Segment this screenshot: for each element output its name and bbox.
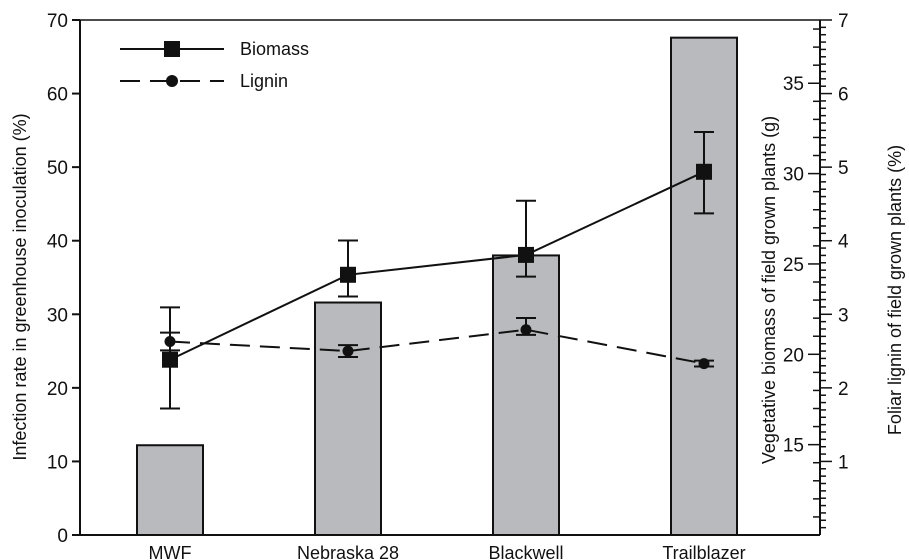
bar-nebraska-28 <box>314 301 382 536</box>
series-line-lignin <box>169 328 705 365</box>
left-axis-tick-label: 50 <box>47 158 68 179</box>
left-axis-tick-label: 10 <box>47 452 68 473</box>
bar-trailblazer <box>670 36 738 537</box>
biomass-axis-tick-label: 35 <box>783 74 804 95</box>
legend-marker-lignin <box>166 75 178 87</box>
legend-marker-biomass <box>164 41 180 57</box>
marker-lignin <box>164 336 176 348</box>
bar-blackwell <box>492 254 560 537</box>
marker-lignin <box>520 324 532 336</box>
marker-biomass <box>162 351 178 368</box>
legend: Biomass Lignin <box>120 39 309 91</box>
lignin-axis-title: Foliar lignin of field grown plants (%) <box>885 145 905 435</box>
left-axis-tick-label: 0 <box>57 526 68 547</box>
category-label-mwf: MWF <box>149 543 192 560</box>
axes-layer: 0 10 20 30 40 50 60 70 15 20 25 30 35 1 2 3 4 5 6 7 MWF Nebra… <box>47 11 849 560</box>
series-layer <box>160 131 714 410</box>
biomass-axis-tick-label: 20 <box>783 345 804 366</box>
left-axis-title: Infection rate in greenhouse inoculation… <box>10 113 30 460</box>
lignin-axis-tick-label: 4 <box>838 232 849 253</box>
marker-lignin <box>342 345 354 357</box>
left-axis-tick-label: 30 <box>47 305 68 326</box>
bars-layer <box>136 36 738 537</box>
legend-label-biomass: Biomass <box>240 39 309 59</box>
biomass-axis-title: Vegetative biomass of field grown plants… <box>759 116 779 464</box>
category-label-trailblazer: Trailblazer <box>662 543 745 560</box>
marker-biomass <box>518 246 534 263</box>
series-line-biomass <box>169 170 705 361</box>
left-axis-tick-label: 20 <box>47 379 68 400</box>
biomass-axis-tick-label: 15 <box>783 436 804 457</box>
lignin-axis-tick-label: 1 <box>838 452 849 473</box>
marker-biomass <box>696 163 712 180</box>
biomass-axis-tick-label: 25 <box>783 255 804 276</box>
biomass-axis-tick-label: 30 <box>783 165 804 186</box>
marker-lignin <box>698 358 710 370</box>
lignin-axis-tick-label: 6 <box>838 85 849 106</box>
left-axis-tick-label: 40 <box>47 232 68 253</box>
left-axis-tick-label: 60 <box>47 85 68 106</box>
category-label-blackwell: Blackwell <box>488 543 563 560</box>
legend-label-lignin: Lignin <box>240 71 288 91</box>
category-label-nebraska-28: Nebraska 28 <box>297 543 399 560</box>
lignin-axis-tick-label: 5 <box>838 158 849 179</box>
lignin-axis-tick-label: 3 <box>838 305 849 326</box>
lignin-axis-tick-label: 2 <box>838 379 849 400</box>
left-axis-tick-label: 70 <box>47 11 68 32</box>
lignin-axis-tick-label: 7 <box>838 11 849 32</box>
bar-mwf <box>136 444 204 536</box>
marker-biomass <box>340 266 356 283</box>
